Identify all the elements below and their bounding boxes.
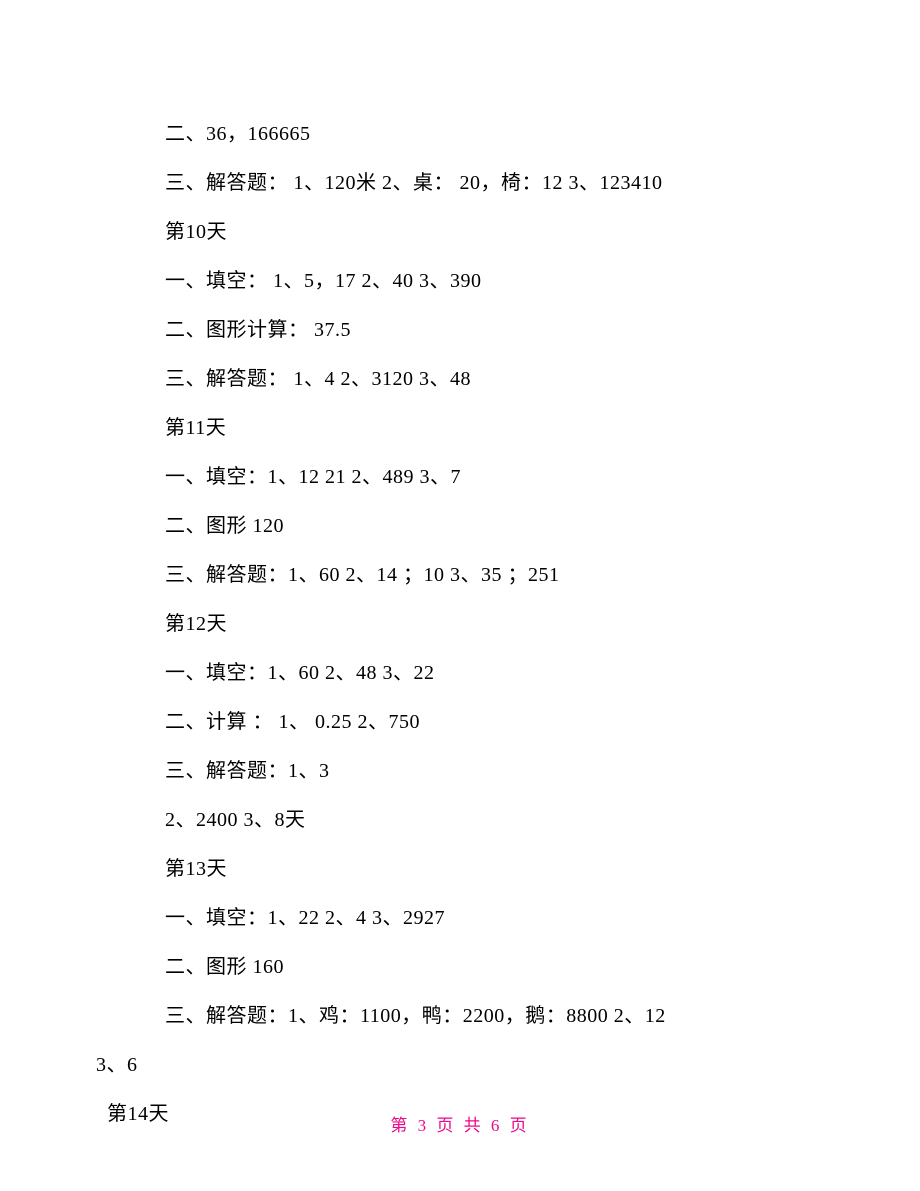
text-line: 二、计算 ： 1、 0.25 2、750 <box>165 698 800 747</box>
text-line: 三、解答题：1、60 2、14 ；10 3、35 ；251 <box>165 551 800 600</box>
text-line: 三、解答题： 1、4 2、3120 3、48 <box>165 355 800 404</box>
text-line: 第11天 <box>165 404 800 453</box>
text-line: 2、2400 3、8天 <box>165 796 800 845</box>
text-line: 第12天 <box>165 600 800 649</box>
text-line: 二、图形 120 <box>165 502 800 551</box>
text-line: 第10天 <box>165 208 800 257</box>
text-line: 一、填空： 1、5，17 2、40 3、390 <box>165 257 800 306</box>
text-line: 一、填空：1、12 21 2、489 3、7 <box>165 453 800 502</box>
text-line: 一、填空：1、60 2、48 3、22 <box>165 649 800 698</box>
page-footer: 第 3 页 共 6 页 <box>0 1111 920 1136</box>
text-line: 二、图形计算： 37.5 <box>165 306 800 355</box>
text-line: 二、36，166665 <box>165 110 800 159</box>
text-line: 三、解答题：1、3 <box>165 747 800 796</box>
text-line: 一、填空：1、22 2、4 3、2927 <box>165 894 800 943</box>
text-line: 第13天 <box>165 845 800 894</box>
text-line: 三、解答题：1、鸡：1100，鸭：2200，鹅：8800 2、12 <box>165 992 800 1041</box>
document-body: 二、36，166665 三、解答题： 1、120米 2、桌： 20，椅：12 3… <box>165 110 800 1139</box>
text-line: 3、6 <box>96 1041 800 1090</box>
text-line: 二、图形 160 <box>165 943 800 992</box>
text-line: 三、解答题： 1、120米 2、桌： 20，椅：12 3、123410 <box>165 159 800 208</box>
